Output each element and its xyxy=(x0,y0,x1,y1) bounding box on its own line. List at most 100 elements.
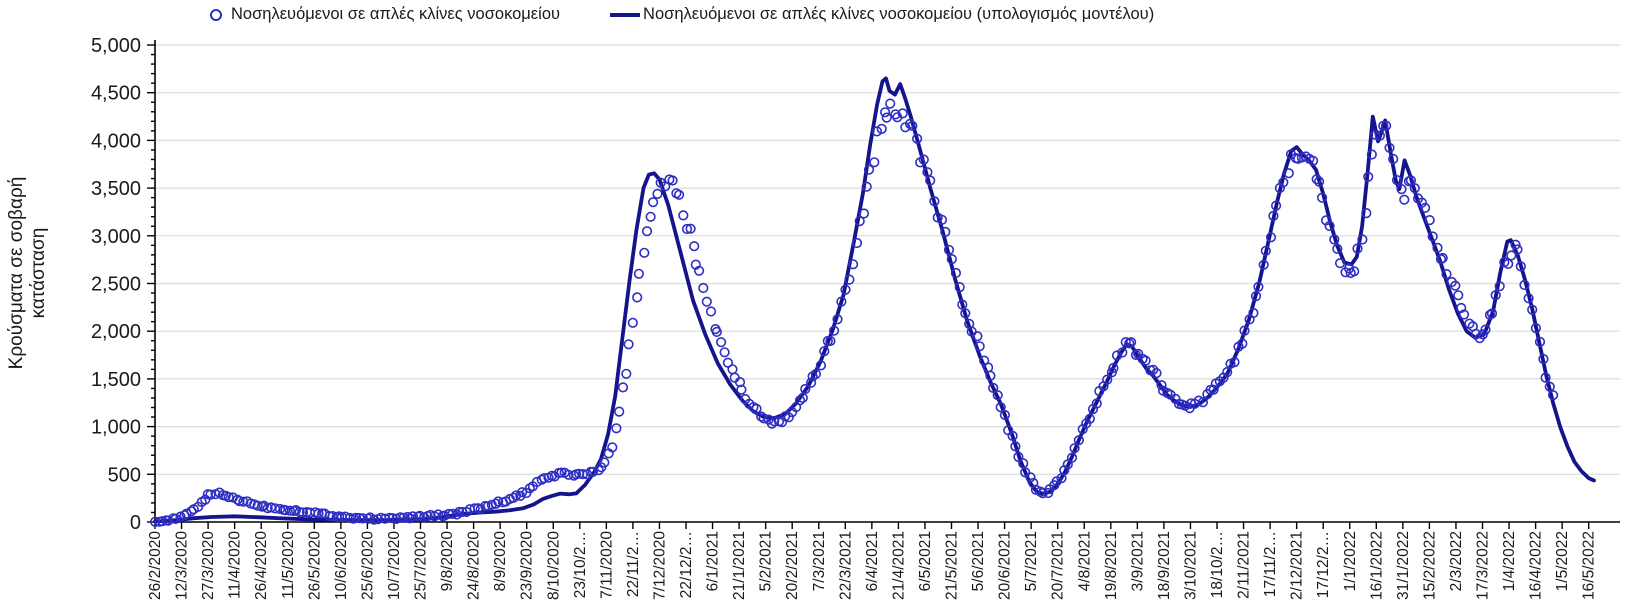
data-point xyxy=(1538,353,1549,365)
x-axis-tick-label: 2/11/2021 xyxy=(1236,531,1253,599)
data-point xyxy=(1540,372,1551,383)
data-point xyxy=(200,494,211,505)
data-point xyxy=(751,403,762,414)
data-point xyxy=(992,390,1003,401)
data-point xyxy=(854,216,865,227)
data-point xyxy=(1239,325,1250,336)
x-axis-tick-label: 17/3/2022 xyxy=(1475,531,1492,600)
x-axis-tick-label: 19/8/2021 xyxy=(1103,531,1120,600)
data-point xyxy=(1313,176,1325,187)
data-point xyxy=(1316,192,1328,203)
data-point xyxy=(681,223,693,235)
data-point xyxy=(858,208,870,219)
x-axis-tick-label: 8/10/2020 xyxy=(545,531,562,600)
data-point xyxy=(972,331,983,342)
data-point xyxy=(1151,368,1162,379)
data-point xyxy=(1260,245,1271,256)
data-point xyxy=(614,406,625,417)
data-point xyxy=(1435,254,1447,265)
data-point xyxy=(451,509,463,520)
data-point xyxy=(828,325,840,336)
x-axis-tick-label: 23/9/2020 xyxy=(519,531,536,600)
x-axis-tick-label: 1/5/2022 xyxy=(1554,531,1571,591)
data-point xyxy=(1307,155,1319,166)
data-point xyxy=(1013,451,1024,462)
data-point xyxy=(1106,367,1117,378)
data-point xyxy=(1248,307,1259,319)
data-point xyxy=(170,513,181,525)
data-point xyxy=(641,226,653,237)
data-point xyxy=(974,341,985,352)
data-point xyxy=(1494,281,1505,292)
y-axis-tick-label: 4,000 xyxy=(91,130,141,152)
legend-label-model: Νοσηλευόμενοι σε απλές κλίνες νοσοκομείο… xyxy=(643,5,1155,23)
data-point xyxy=(736,384,747,395)
data-point xyxy=(387,513,398,524)
x-axis-tick-label: 4/8/2021 xyxy=(1076,531,1093,591)
data-point xyxy=(1388,153,1399,165)
x-axis-tick-label: 11/4/2020 xyxy=(227,531,244,599)
data-point xyxy=(284,505,296,516)
data-point xyxy=(950,267,962,279)
x-axis-tick-label: 5/2/2021 xyxy=(758,531,775,591)
data-point xyxy=(313,508,324,519)
data-point xyxy=(447,508,458,520)
data-point xyxy=(719,347,730,358)
data-point xyxy=(1380,120,1392,131)
data-point xyxy=(1028,477,1039,489)
x-axis-tick-label: 7/12/2020 xyxy=(651,531,668,600)
data-point xyxy=(587,466,599,478)
data-point xyxy=(907,120,918,131)
chart-legend: Νοσηλευόμενοι σε απλές κλίνες νοσοκομείο… xyxy=(210,5,1154,24)
data-point xyxy=(536,474,547,485)
data-point xyxy=(1258,259,1269,270)
x-axis-tick-label: 23/10/2… xyxy=(572,531,589,598)
data-point xyxy=(1416,197,1427,208)
x-axis-tick-label: 11/5/2020 xyxy=(280,531,297,599)
x-axis-tick-label: 22/3/2021 xyxy=(837,531,854,600)
data-point xyxy=(1450,280,1461,291)
data-point xyxy=(1124,338,1135,349)
data-point xyxy=(1523,293,1534,304)
data-point xyxy=(1311,174,1322,185)
data-point xyxy=(825,335,836,347)
data-point xyxy=(379,513,391,524)
x-axis-tick-label: 26/4/2020 xyxy=(253,531,270,600)
data-point xyxy=(1010,441,1021,452)
data-point xyxy=(351,512,362,523)
data-point xyxy=(1069,443,1080,454)
x-axis-tick-label: 22/11/2… xyxy=(625,531,642,597)
data-point xyxy=(940,226,951,237)
data-point xyxy=(294,506,305,518)
data-point xyxy=(1265,232,1277,243)
data-point xyxy=(1512,244,1523,255)
data-point xyxy=(766,418,778,429)
model-line-series xyxy=(153,76,1596,524)
data-point xyxy=(516,487,528,498)
x-axis-tick-label: 9/8/2020 xyxy=(439,531,456,592)
data-point xyxy=(1084,413,1095,424)
data-point xyxy=(1007,430,1018,442)
data-point xyxy=(863,164,875,175)
data-point xyxy=(1527,304,1538,315)
data-point xyxy=(1490,290,1501,301)
x-axis-tick-label: 3/10/2021 xyxy=(1182,531,1199,600)
data-point xyxy=(1222,367,1233,378)
data-point xyxy=(1102,374,1113,385)
data-point xyxy=(1205,384,1216,395)
data-point xyxy=(357,513,369,524)
data-point xyxy=(711,326,722,338)
data-point xyxy=(1332,243,1343,254)
data-point xyxy=(1270,200,1282,211)
legend-item-observed: Νοσηλευόμενοι σε απλές κλίνες νοσοκομείο… xyxy=(210,5,560,24)
data-point xyxy=(1066,452,1078,463)
data-point xyxy=(794,395,806,406)
data-point xyxy=(911,133,923,144)
data-point xyxy=(810,368,822,380)
data-point xyxy=(1343,263,1355,274)
data-point xyxy=(324,510,335,522)
x-axis-tick-label: 15/2/2022 xyxy=(1421,531,1438,600)
data-point xyxy=(1268,210,1279,221)
data-point xyxy=(885,98,896,109)
data-point xyxy=(508,492,519,503)
